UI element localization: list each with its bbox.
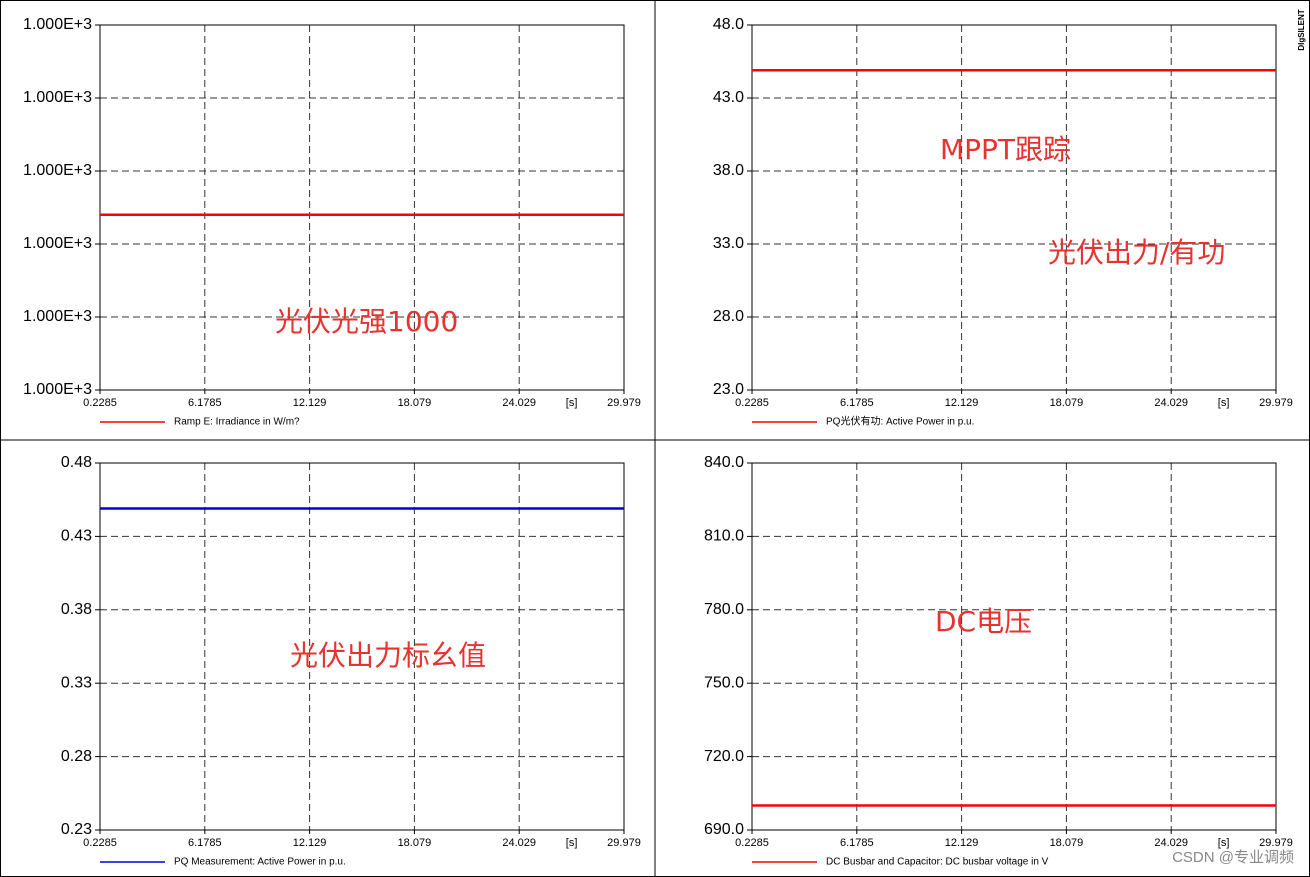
x-tick-label: 29.979 (607, 397, 641, 409)
y-tick-label: 38.0 (713, 162, 744, 179)
brand: DIgSILENT (1297, 9, 1306, 50)
x-tick-label: 0.2285 (83, 397, 117, 409)
legend-label: Ramp E: Irradiance in W/m? (174, 417, 300, 428)
annotation: 光伏光强1000 (275, 305, 458, 338)
y-tick-label: 1.000E+3 (23, 89, 92, 106)
x-tick-label: 18.079 (398, 397, 432, 409)
y-tick-label: 48.0 (713, 16, 744, 33)
plot-frame (99, 462, 625, 831)
x-tick-label: 0.2285 (83, 837, 117, 849)
x-tick-label: 12.129 (293, 397, 327, 409)
y-tick-label: 1.000E+3 (23, 381, 92, 398)
plot-frame (751, 24, 1277, 391)
y-tick-label: 23.0 (713, 381, 744, 398)
x-axis-label: [s] (1218, 837, 1230, 849)
y-tick-label: 0.43 (61, 528, 92, 545)
legend-label: PQ光伏有功: Active Power in p.u. (826, 415, 974, 428)
x-tick-label: 29.979 (607, 837, 641, 849)
x-tick-label: 6.1785 (188, 397, 222, 409)
y-tick-label: 0.33 (61, 674, 92, 691)
x-tick-label: 12.129 (293, 837, 327, 849)
x-tick-label: 29.979 (1259, 837, 1293, 849)
x-axis-label: [s] (1218, 397, 1230, 409)
annotation: 光伏出力标幺值 (290, 639, 486, 672)
watermark: CSDN @专业调频 (1172, 849, 1294, 866)
x-tick-label: 6.1785 (188, 837, 222, 849)
x-tick-label: 0.2285 (735, 397, 769, 409)
plot-frame (99, 24, 625, 391)
x-tick-label: 12.129 (945, 837, 979, 849)
y-tick-label: 33.0 (713, 235, 744, 252)
x-tick-label: 29.979 (1259, 397, 1293, 409)
y-tick-label: 28.0 (713, 308, 744, 325)
x-tick-label: 18.079 (1050, 397, 1084, 409)
y-tick-label: 1.000E+3 (23, 16, 92, 33)
x-tick-label: 24.029 (1154, 837, 1188, 849)
y-tick-label: 0.28 (61, 748, 92, 765)
y-tick-label: 810.0 (704, 528, 744, 545)
plot-frame (751, 462, 1277, 831)
y-tick-label: 0.23 (61, 821, 92, 838)
y-tick-label: 750.0 (704, 674, 744, 691)
x-tick-label: 24.029 (1154, 397, 1188, 409)
x-axis-label: [s] (566, 837, 578, 849)
x-tick-label: 12.129 (945, 397, 979, 409)
y-tick-label: 0.48 (61, 454, 92, 471)
x-tick-label: 18.079 (398, 837, 432, 849)
annotation: 光伏出力/有功 (1048, 236, 1225, 269)
x-tick-label: 18.079 (1050, 837, 1084, 849)
y-tick-label: 780.0 (704, 601, 744, 618)
x-tick-label: 6.1785 (840, 397, 874, 409)
y-tick-label: 1.000E+3 (23, 308, 92, 325)
y-tick-label: 0.38 (61, 601, 92, 618)
x-tick-label: 24.029 (502, 397, 536, 409)
y-tick-label: 43.0 (713, 89, 744, 106)
x-tick-label: 0.2285 (735, 837, 769, 849)
x-tick-label: 6.1785 (840, 837, 874, 849)
legend-label: PQ Measurement: Active Power in p.u. (174, 857, 346, 868)
y-tick-label: 690.0 (704, 821, 744, 838)
legend-label: DC Busbar and Capacitor: DC busbar volta… (826, 857, 1049, 868)
y-tick-label: 1.000E+3 (23, 235, 92, 252)
y-tick-label: 1.000E+3 (23, 162, 92, 179)
x-axis-label: [s] (566, 397, 578, 409)
annotation: MPPT跟踪 (940, 133, 1071, 166)
x-tick-label: 24.029 (502, 837, 536, 849)
annotation: DC电压 (935, 605, 1032, 638)
y-tick-label: 720.0 (704, 748, 744, 765)
y-tick-label: 840.0 (704, 454, 744, 471)
